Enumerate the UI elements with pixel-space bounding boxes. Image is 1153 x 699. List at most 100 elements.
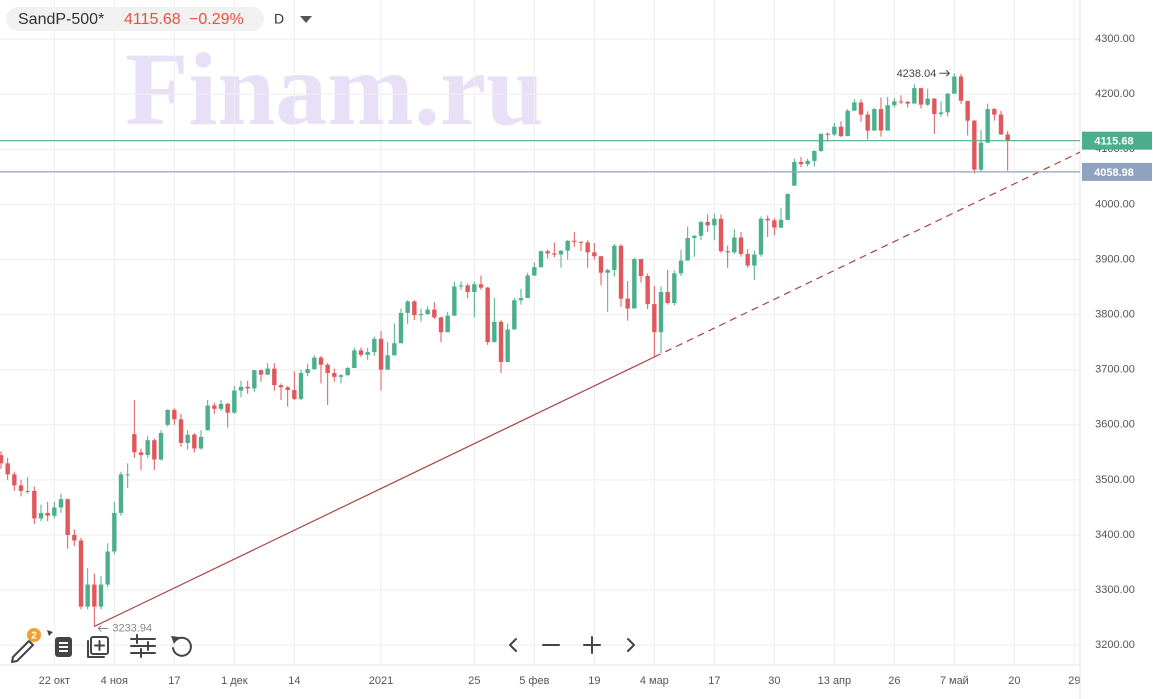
candle-body [105,551,110,585]
price-tag-label: 4058.98 [1094,167,1134,179]
draw-tool[interactable]: 2 [11,628,53,663]
candle-body [978,142,984,170]
candle-body [905,101,910,104]
candle-body [758,218,764,255]
candle-body [432,309,437,318]
candle-body [892,101,897,106]
trendline-extension [654,151,1081,358]
x-tick-label: 30 [768,675,780,687]
annotation: 4238.04 [897,68,937,80]
candle-body [192,434,197,449]
list-tool[interactable] [55,637,72,657]
candle-body [552,253,557,255]
candle-body [985,109,990,143]
candle-body [618,245,624,299]
candle-body [152,440,157,460]
price-tag [1082,131,1152,150]
candle-body [245,386,250,389]
candle-body [772,220,777,228]
candle-body [972,120,977,170]
candle-body [518,298,524,301]
candle-body [165,409,170,425]
candle-body [18,485,24,491]
y-tick-label: 3400.00 [1095,529,1135,541]
candle-body [798,161,804,165]
candle-body [238,386,244,391]
annotation-arrow [97,625,109,632]
undo[interactable] [171,636,192,657]
candle-body [178,419,184,443]
candle-body [965,100,970,121]
x-tick-label: 13 апр [818,675,851,687]
trendline [94,356,655,628]
candle-body [225,403,230,413]
candle-body [538,251,544,268]
candle-body [472,284,477,293]
interval[interactable]: D [274,11,284,27]
candle-body [512,300,517,330]
candle-body [878,109,884,131]
candle-body [332,372,337,377]
candle-body [665,292,670,304]
scroll-right[interactable] [627,638,635,652]
last-price: 4115.68 [124,11,181,28]
candle-body [918,88,924,105]
candle-body [72,534,77,541]
candle-body [945,93,950,113]
candle-body [738,237,744,254]
y-tick-label: 3900.00 [1095,253,1135,265]
candle-body [132,434,137,453]
candle-body [338,375,344,377]
candle-body [258,370,264,375]
candle-body [592,252,597,257]
x-tick-label: 5 фев [519,675,549,687]
candle-body [325,364,330,373]
candle-body [352,350,357,369]
candle-body [418,314,424,316]
candle-body [485,287,490,343]
candle-body [612,245,617,270]
candle-body [118,474,124,513]
y-tick-label: 3300.00 [1095,584,1135,596]
candle-body [25,490,30,492]
settings[interactable] [130,634,156,658]
nav [509,636,635,654]
candle-body [438,317,444,333]
candle-body [938,112,944,115]
interval-dropdown[interactable] [300,16,312,23]
candle-body [298,372,304,399]
candle-body [525,275,530,299]
x-tick-label: 1 дек [221,675,248,687]
candle-body [425,309,430,315]
candle-body [252,370,257,389]
candle-body [872,109,877,131]
candle-body [58,499,64,508]
candle-body [232,390,237,413]
candle-body [318,357,324,365]
candle-body [765,218,770,221]
y-tick-label: 4300.00 [1095,33,1135,45]
candle-body [632,258,637,309]
symbol[interactable]: SandP-500* [18,11,104,28]
zoom-in[interactable] [583,636,601,654]
scroll-left[interactable] [509,638,517,652]
candle-body [585,242,590,253]
candle-body [272,368,277,386]
price-tag [1082,162,1152,181]
candle-body [372,338,377,353]
candle-body [778,219,784,228]
x-tick-label: 29 [1068,675,1080,687]
candle-body [92,584,97,607]
candle-body [505,329,510,362]
change: −0.29% [189,11,244,28]
candle-body [572,240,577,242]
annotation: 3233.94 [112,622,152,634]
candle-body [172,409,177,420]
candle-body [392,343,397,356]
x-tick-label: 22 окт [39,675,70,687]
annotation-arrow [939,69,951,77]
candle-body [378,338,384,370]
add-indicator[interactable] [87,636,109,658]
candle-body [125,474,130,476]
